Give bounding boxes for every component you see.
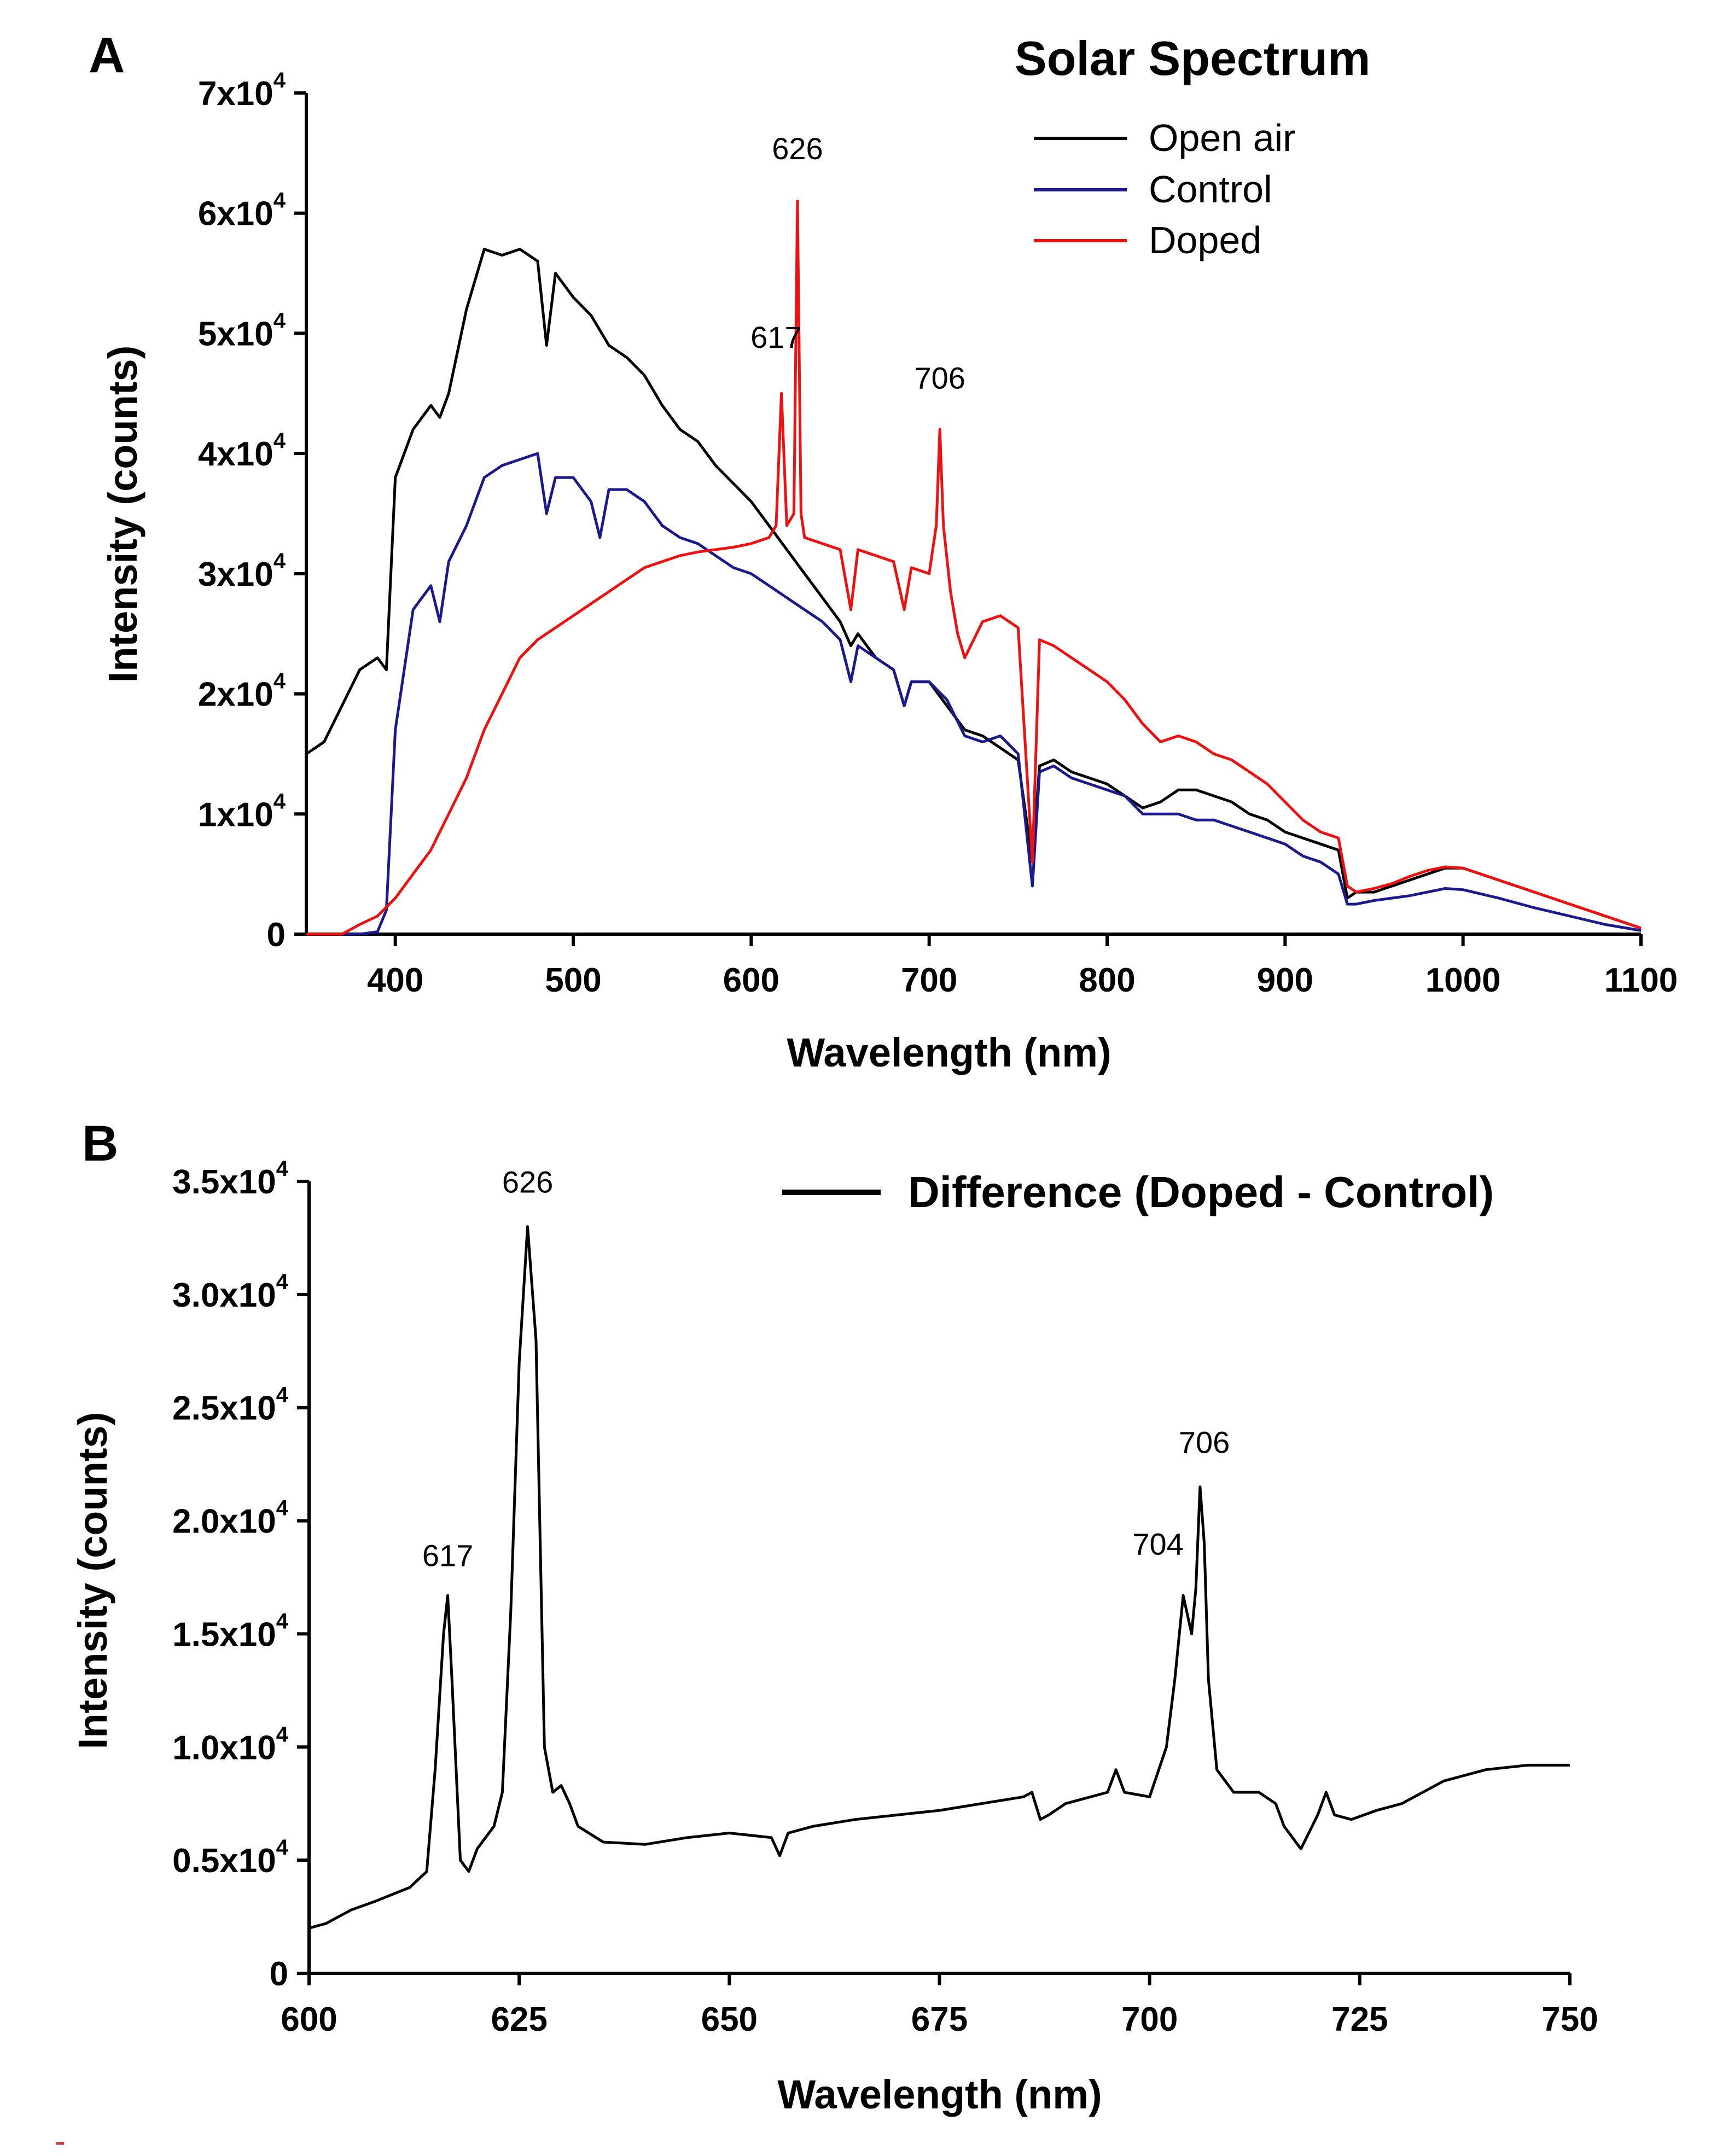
panel-b-peak-label-706: 706 [1179,1425,1230,1459]
legend-label-control: Control [1149,168,1272,211]
panel-a-x-tick-label: 800 [1079,962,1135,999]
panel-b-y-axis-title: Intensity (counts) [70,1412,115,1750]
panel-b: B 0 0.5x104 1.0x104 1.5x104 2.0x104 2.5x104 3.… [70,1116,1598,2117]
panel-a-series-control [306,452,1642,936]
panel-a: A Solar Spectrum 0 1x104 2x104 3x104 4x104 5x… [89,27,1678,1075]
panel-b-x-tick-label: 700 [1121,2001,1178,2038]
panel-a-y-tick-label: 3x104 [198,549,286,593]
panel-b-x-tick-label: 625 [491,2001,547,2038]
panel-a-y-tick-label: 1x104 [198,789,286,834]
panel-b-peak-label-617: 617 [422,1538,473,1572]
panel-a-series [305,200,1642,936]
panel-a-legend: Open air Control Doped [1034,116,1295,261]
panel-b-x-tick-label: 650 [701,2001,758,2038]
panel-b-y-tick-label: 0.5x104 [172,1835,289,1880]
panel-a-x-tick-label: 900 [1257,962,1313,999]
panel-a-y-tick-label: 5x104 [198,308,286,353]
panel-b-y-tick-label: 1.5x104 [172,1609,289,1653]
panel-b-letter: B [82,1116,118,1172]
panel-b-y-tick-label: 0 [270,1955,288,1993]
panel-a-annotations: 626 617 706 [750,131,965,395]
panel-a-title: Solar Spectrum [1015,31,1370,85]
panel-b-annotations: 626 617 706 704 [422,1165,1230,1573]
panel-b-series-difference-doped-control [309,1225,1570,1930]
panel-a-y-tick-label: 7x104 [198,68,286,113]
legend-label-doped: Doped [1149,219,1261,261]
panel-b-y-tick-label: 1.0x104 [172,1722,289,1767]
panel-a-peak-label-617: 617 [750,320,801,354]
panel-b-x-ticks: 600 625 650 675 700 725 750 [281,1973,1598,2038]
panel-a-y-tick-label: 2x104 [198,669,286,714]
panel-b-peak-label-704: 704 [1132,1527,1183,1561]
panel-b-y-tick-label: 3.0x104 [172,1270,289,1314]
panel-b-x-tick-label: 750 [1541,2001,1598,2038]
panel-a-peak-label-706: 706 [914,360,965,395]
panel-a-peak-label-626: 626 [772,131,823,166]
panel-a-x-tick-label: 700 [901,962,957,999]
panel-b-y-tick-label: 2.0x104 [172,1496,289,1541]
panel-b-x-axis-title: Wavelength (nm) [777,2072,1102,2117]
panel-a-x-ticks: 400 500 600 700 800 900 1000 1100 [367,934,1678,999]
panel-b-series [309,1225,1570,1930]
footer-mark: - [55,2123,66,2156]
panel-a-x-tick-label: 400 [367,962,423,999]
panel-b-y-tick-label: 2.5x104 [172,1383,289,1427]
panel-a-series-open-air [305,248,1642,930]
panel-a-y-tick-label: 0 [267,916,286,954]
panel-b-y-ticks: 0 0.5x104 1.0x104 1.5x104 2.0x104 2.5x104 3.0x… [172,1157,309,1993]
panel-a-x-axis-title: Wavelength (nm) [787,1030,1111,1075]
panel-a-x-tick-label: 600 [723,962,779,999]
panel-a-y-axis-title: Intensity (counts) [100,346,146,683]
panel-b-legend: Difference (Doped - Control) [782,1168,1494,1216]
panel-b-x-tick-label: 675 [911,2001,968,2038]
panel-a-letter: A [89,27,125,83]
panel-a-y-tick-label: 6x104 [198,189,286,233]
panel-a-y-ticks: 0 1x104 2x104 3x104 4x104 5x104 6x104 7x104 [198,68,306,954]
panel-a-x-tick-label: 500 [545,962,601,999]
legend-label-difference: Difference (Doped - Control) [908,1168,1494,1216]
panel-b-y-tick-label: 3.5x104 [172,1157,289,1201]
panel-a-series-doped [306,200,1642,936]
panel-b-peak-label-626: 626 [502,1165,553,1199]
panel-b-x-tick-label: 600 [281,2001,337,2038]
panel-b-x-tick-label: 725 [1331,2001,1388,2038]
panel-a-x-tick-label: 1000 [1425,962,1501,999]
panel-a-y-tick-label: 4x104 [198,429,286,473]
legend-label-open-air: Open air [1149,116,1295,159]
panel-a-x-tick-label: 1100 [1604,962,1678,999]
